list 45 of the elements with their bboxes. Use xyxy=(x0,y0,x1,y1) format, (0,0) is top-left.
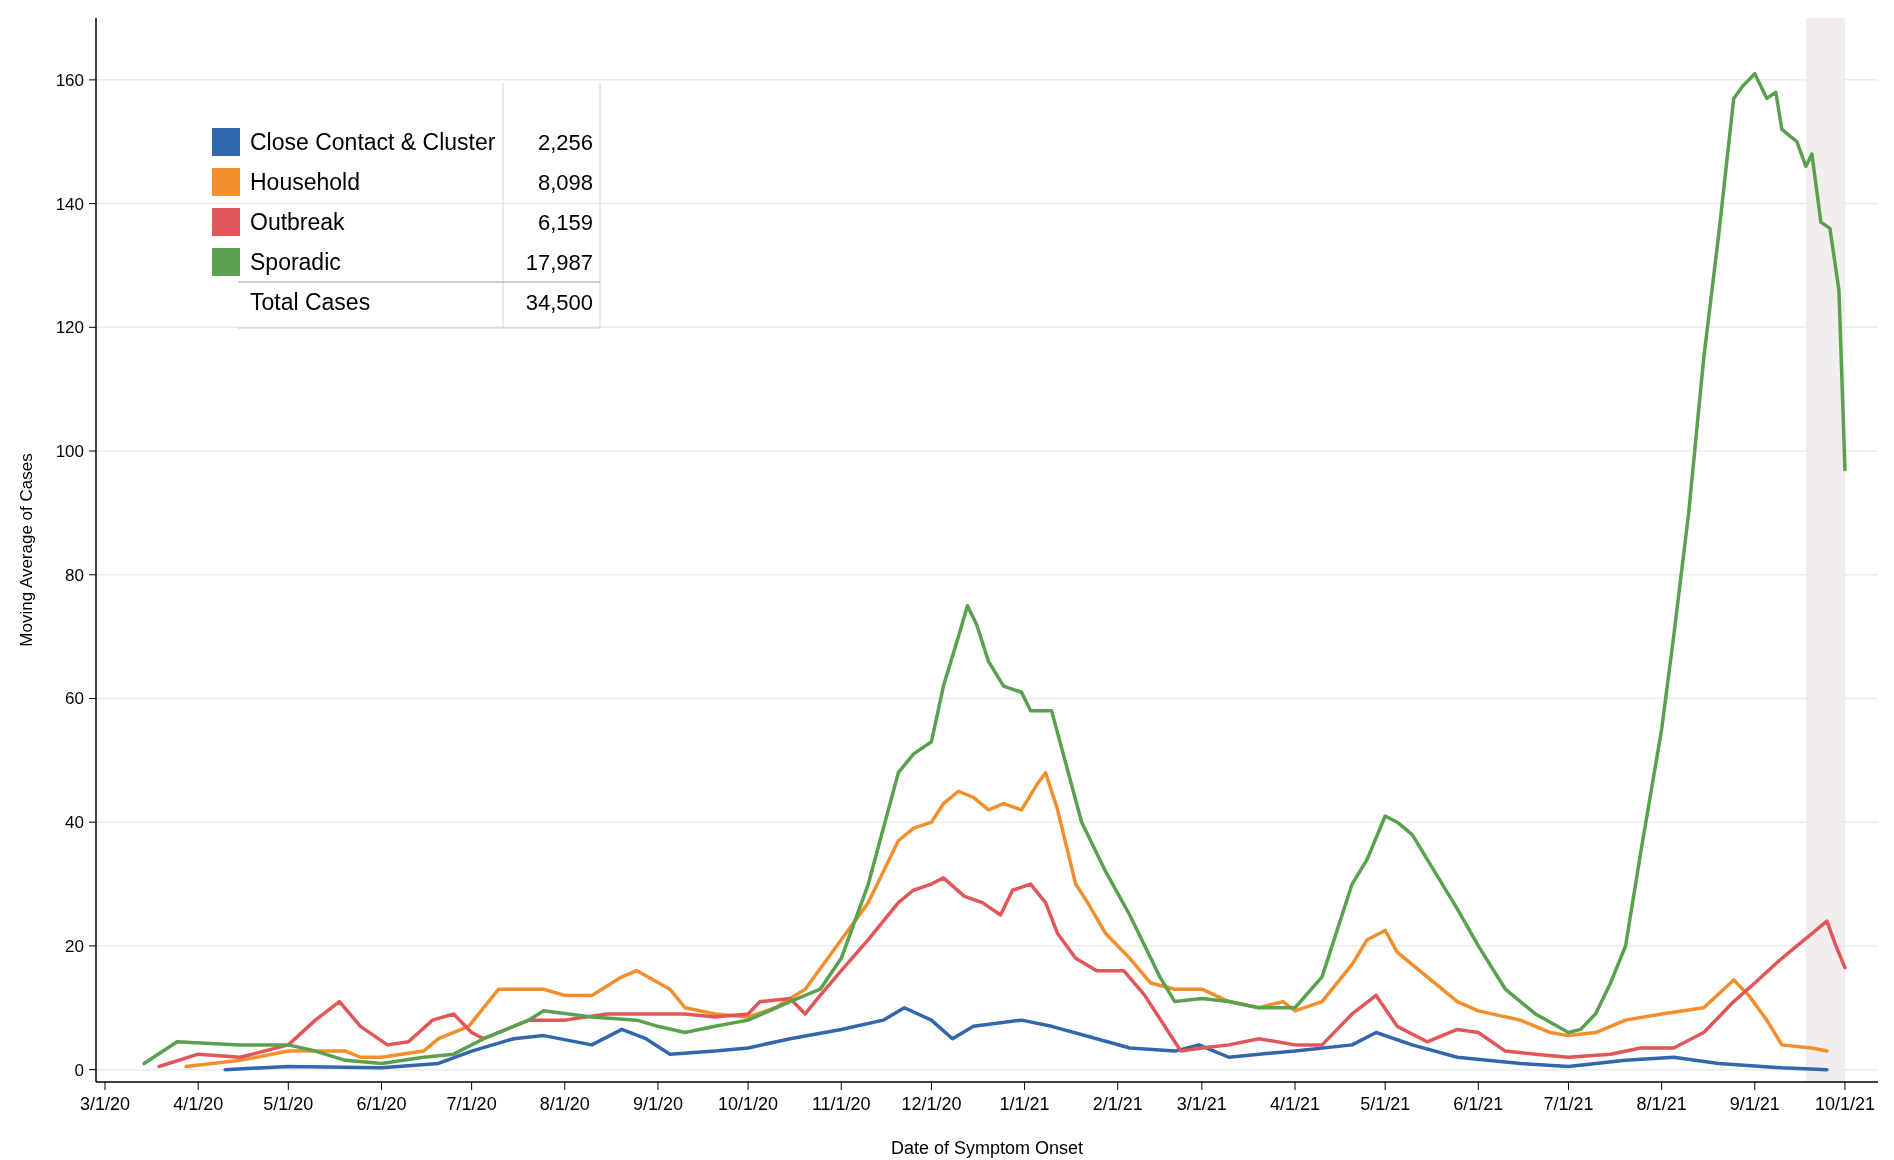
x-tick-label: 3/1/21 xyxy=(1176,1094,1227,1114)
y-axis-title: Moving Average of Cases xyxy=(17,453,36,647)
y-tick-label: 100 xyxy=(55,441,84,461)
annotation: 6,159 xyxy=(537,209,593,235)
y-tick-label: 140 xyxy=(55,194,84,214)
x-tick-label: 9/1/21 xyxy=(1729,1094,1780,1114)
x-tick-label: 4/1/21 xyxy=(1270,1094,1321,1114)
y-tick-label: 120 xyxy=(55,318,84,338)
x-tick-label: 3/1/20 xyxy=(79,1094,131,1114)
x-tick-label: 2/1/21 xyxy=(1092,1094,1143,1114)
x-tick-label: 5/1/21 xyxy=(1360,1094,1411,1114)
line-series xyxy=(223,1006,1829,1072)
x-tick-label: 6/1/20 xyxy=(356,1094,407,1114)
legend-label: Household xyxy=(250,169,360,196)
x-tick-label: 10/1/21 xyxy=(1814,1094,1875,1114)
annotation: Total Cases xyxy=(250,289,371,316)
x-tick-label: 11/1/20 xyxy=(811,1094,871,1114)
line-series xyxy=(142,71,1847,1066)
x-tick-label: 1/1/21 xyxy=(999,1094,1050,1114)
y-tick-label: 20 xyxy=(65,936,84,956)
annotation: 2,256 xyxy=(537,129,593,155)
x-tick-label: 8/1/20 xyxy=(539,1094,590,1114)
annotation: 8,098 xyxy=(537,169,593,195)
x-axis-title: Date of Symptom Onset xyxy=(890,1138,1084,1158)
legend-label: Sporadic xyxy=(250,249,341,276)
x-tick-label: 5/1/20 xyxy=(263,1094,314,1114)
y-tick-label: 160 xyxy=(55,70,84,90)
y-tick-label: 0 xyxy=(74,1060,84,1080)
y-tick-label: 80 xyxy=(65,565,84,585)
x-tick-label: 10/1/20 xyxy=(718,1094,779,1114)
legend-label: Outbreak xyxy=(250,209,346,236)
y-tick-label: 60 xyxy=(65,689,84,709)
line-series xyxy=(184,770,1829,1069)
x-tick-label: 8/1/21 xyxy=(1636,1094,1687,1114)
legend-label: Close Contact & Cluster xyxy=(250,129,496,156)
x-tick-label: 9/1/20 xyxy=(632,1094,683,1114)
x-tick-label: 12/1/20 xyxy=(901,1094,962,1114)
x-tick-label: 7/1/20 xyxy=(446,1094,497,1114)
x-tick-label: 7/1/21 xyxy=(1543,1094,1594,1114)
annotation: 17,987 xyxy=(525,249,593,275)
y-tick-label: 40 xyxy=(65,813,84,833)
x-tick-label: 4/1/20 xyxy=(173,1094,224,1114)
line-series xyxy=(157,876,1847,1069)
x-tick-label: 6/1/21 xyxy=(1453,1094,1504,1114)
annotation: 34,500 xyxy=(525,289,593,315)
